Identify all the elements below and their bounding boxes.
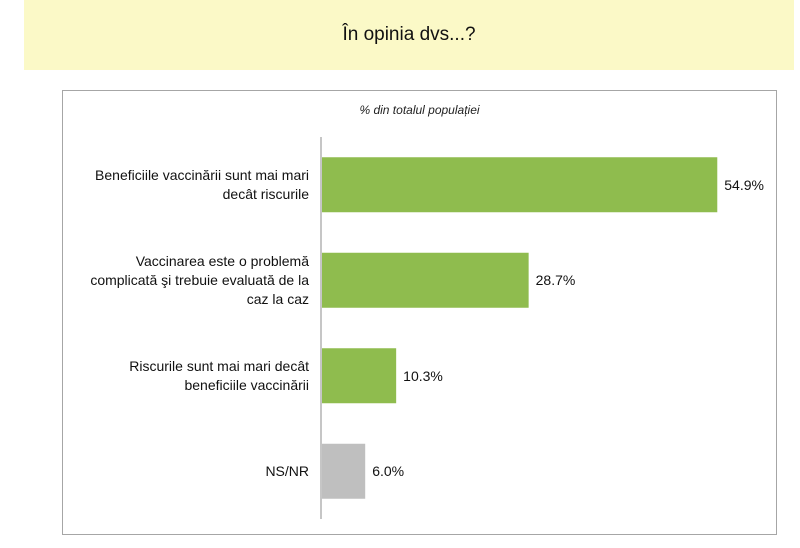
bar-3: [322, 348, 397, 404]
bar-1: [322, 157, 718, 213]
category-label-2: Vaccinarea este o problemă complicată şi…: [90, 252, 309, 307]
category-label-4: NS/NR: [265, 462, 309, 479]
title-banner: În opinia dvs...?: [24, 0, 794, 70]
category-label-1: Beneficiile vaccinării sunt mai mari dec…: [95, 166, 309, 202]
value-label-3: 10.3%: [403, 367, 443, 384]
value-label-1: 54.9%: [724, 176, 764, 193]
value-label-2: 28.7%: [535, 272, 576, 289]
bar-2: [322, 252, 529, 308]
page-title: În opinia dvs...?: [342, 24, 476, 45]
bar-4: [322, 443, 366, 499]
value-label-4: 6.0%: [372, 463, 405, 480]
category-label-3: Riscurile sunt mai mari decât beneficiil…: [129, 357, 309, 393]
chart-subtitle: % din totalul populației: [359, 103, 480, 117]
bar-chart: [320, 137, 718, 519]
chart-frame: % din totalul populației Beneficiile vac…: [62, 90, 777, 535]
